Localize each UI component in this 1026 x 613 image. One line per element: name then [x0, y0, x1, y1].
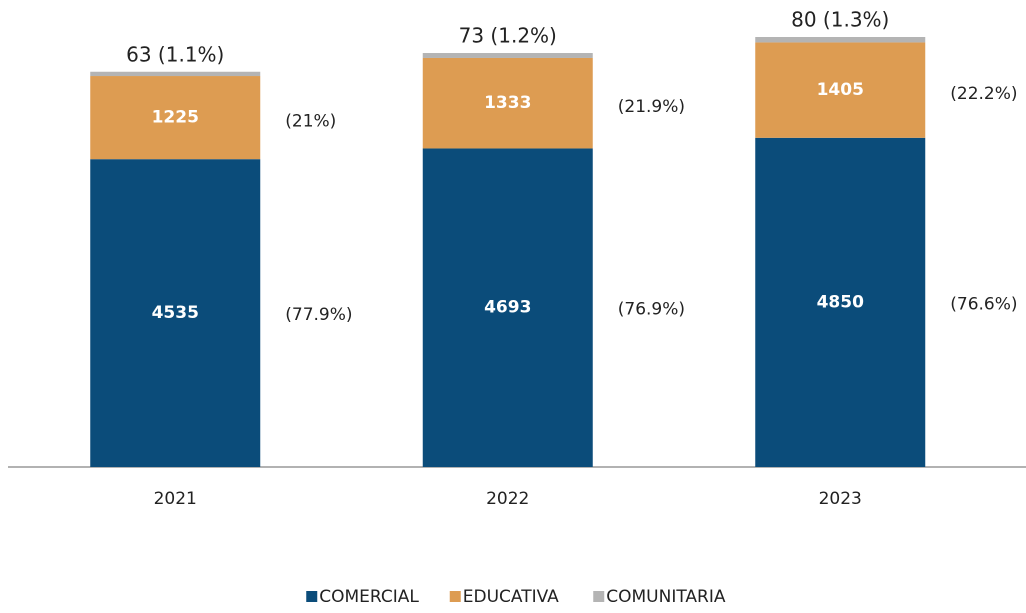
- legend-swatch: [306, 591, 318, 602]
- legend-label: EDUCATIVA: [463, 587, 559, 607]
- data-label: 80 (1.3%): [791, 8, 889, 32]
- data-label: 1405: [817, 80, 864, 100]
- data-label: 63 (1.1%): [126, 42, 224, 66]
- data-label: 1225: [152, 108, 199, 128]
- data-label: 73 (1.2%): [459, 24, 557, 48]
- x-tick-label: 2022: [486, 489, 529, 509]
- percent-label: (21.9%): [618, 97, 685, 117]
- percent-label: (76.6%): [950, 294, 1017, 314]
- legend-label: COMUNITARIA: [606, 587, 726, 607]
- data-label: 4535: [152, 303, 199, 323]
- bar-segment: [422, 57, 593, 149]
- percent-label: (77.9%): [285, 305, 352, 325]
- bar-segment: [90, 159, 261, 467]
- x-tick-label: 2023: [819, 489, 862, 509]
- percent-label: (22.2%): [950, 84, 1017, 104]
- bar-segment: [90, 71, 261, 77]
- data-label: 4850: [817, 292, 864, 312]
- bar-segment: [422, 148, 593, 467]
- bar-segment: [755, 37, 926, 43]
- percent-label: (76.9%): [618, 300, 685, 320]
- legend-swatch: [593, 591, 605, 602]
- bar-segment: [755, 137, 926, 467]
- bar-segment: [755, 42, 926, 138]
- x-tick-label: 2021: [154, 489, 197, 509]
- legend-label: COMERCIAL: [319, 587, 419, 607]
- bar-segment: [90, 76, 261, 160]
- legend-swatch: [449, 591, 461, 602]
- data-label: 1333: [484, 93, 531, 113]
- bar-segment: [422, 53, 593, 58]
- data-label: 4693: [484, 298, 531, 318]
- percent-label: (21%): [285, 112, 336, 132]
